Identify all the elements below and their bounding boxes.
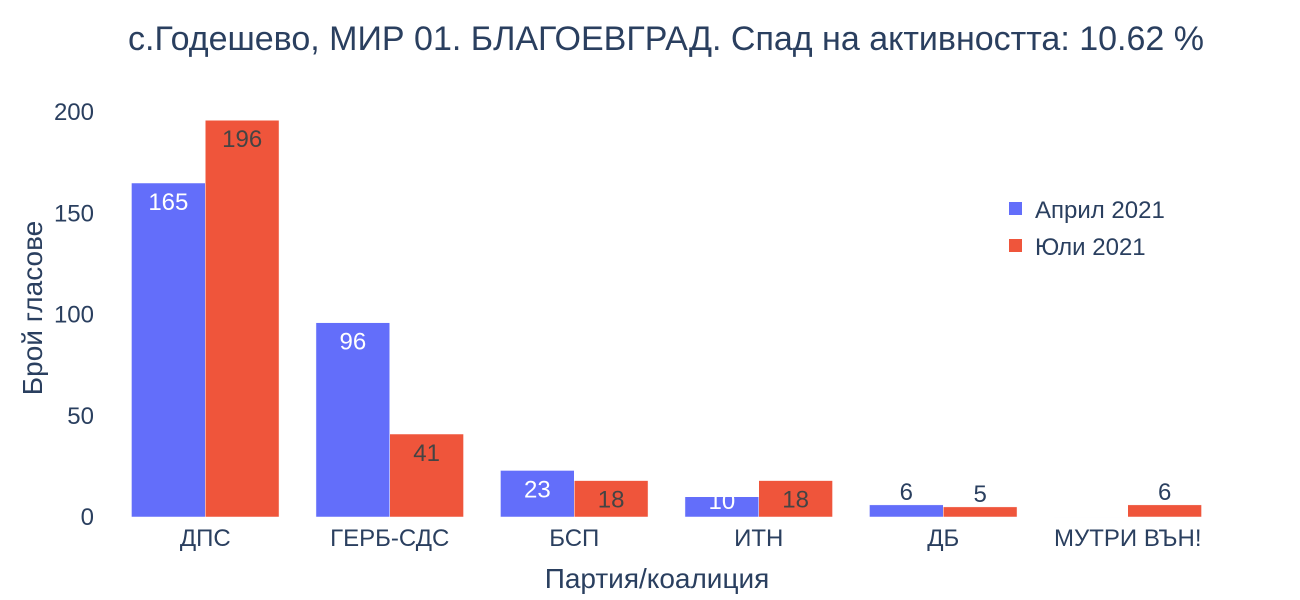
bar-value-label: 6 <box>900 479 913 506</box>
bar[interactable] <box>500 470 575 518</box>
bar-value-label: 18 <box>598 487 625 514</box>
bar[interactable] <box>131 182 206 518</box>
bar-value-label: 18 <box>782 487 809 514</box>
bar-value-label: 165 <box>148 189 188 216</box>
bar[interactable] <box>758 480 833 518</box>
bar-value-label: 23 <box>524 476 551 503</box>
bar[interactable] <box>1127 504 1202 518</box>
bar-value-label: 10 <box>708 488 735 515</box>
x-tick-label: ДБ <box>927 525 959 552</box>
x-tick-label: МУТРИ ВЪН! <box>1054 525 1201 552</box>
y-tick-label: 100 <box>54 302 94 329</box>
x-tick-label: ИТН <box>734 525 783 552</box>
bar-value-label: 196 <box>222 126 262 153</box>
x-tick-label: БСП <box>549 525 599 552</box>
bar[interactable] <box>205 119 280 518</box>
bars-layer <box>131 119 1202 518</box>
y-tick-label: 50 <box>67 403 94 430</box>
bar[interactable] <box>574 480 649 518</box>
y-tick-label: 0 <box>81 504 94 531</box>
bar[interactable] <box>943 506 1018 518</box>
x-tick-label: ГЕРБ-СДС <box>330 525 449 552</box>
bar[interactable] <box>389 433 464 518</box>
legend-swatch[interactable] <box>1009 202 1022 215</box>
bar-value-label: 96 <box>339 329 366 356</box>
y-tick-label: 150 <box>54 200 94 227</box>
bar-value-label: 6 <box>1158 479 1171 506</box>
y-axis-title: Брой гласове <box>17 221 48 395</box>
legend-swatch[interactable] <box>1009 239 1022 252</box>
data-labels-layer: 165 96 23 10 6 196 41 18 18 5 6 <box>148 126 1171 515</box>
x-axis-ticks: ДПС ГЕРБ-СДС БСП ИТН ДБ МУТРИ ВЪН! <box>180 525 1202 552</box>
x-axis-title: Партия/коалиция <box>545 563 770 594</box>
chart-title: с.Годешево, МИР 01. БЛАГОЕВГРАД. Спад на… <box>128 20 1204 58</box>
bar[interactable] <box>869 504 944 518</box>
bar-value-label: 5 <box>973 481 986 508</box>
legend[interactable]: Април 2021 Юли 2021 <box>1009 197 1165 261</box>
y-axis-ticks: 0 50 100 150 200 <box>54 99 94 531</box>
x-tick-label: ДПС <box>180 525 231 552</box>
legend-label[interactable]: Юли 2021 <box>1035 234 1146 261</box>
y-tick-label: 200 <box>54 99 94 126</box>
legend-label[interactable]: Април 2021 <box>1035 197 1165 224</box>
bar[interactable] <box>315 322 391 518</box>
bar-value-label: 41 <box>413 440 440 467</box>
